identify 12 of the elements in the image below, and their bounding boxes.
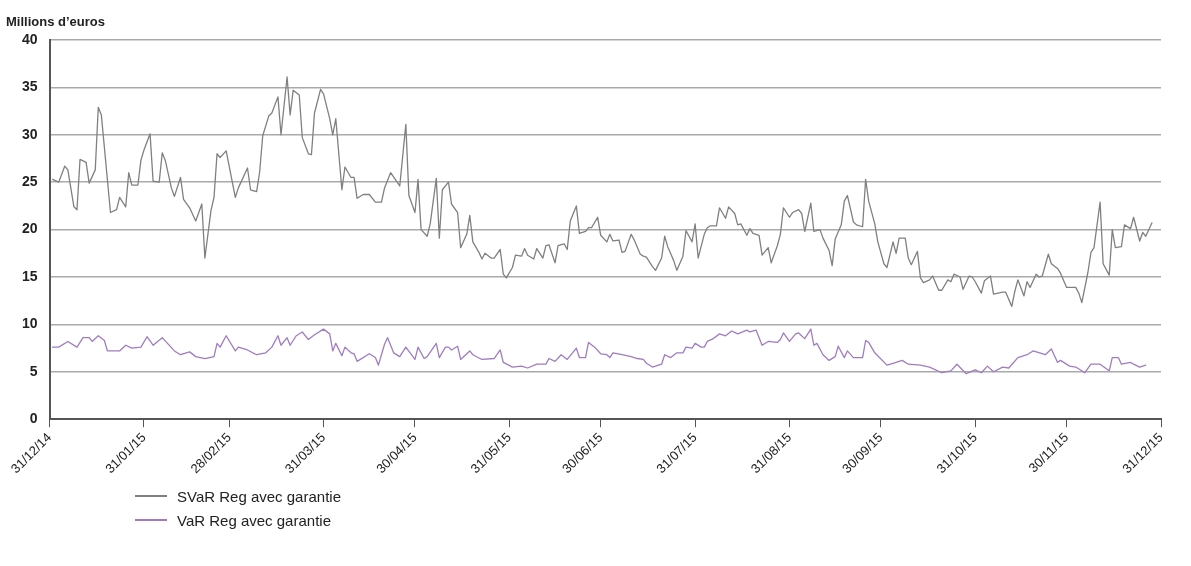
- y-tick-label: 35: [21, 78, 38, 95]
- y-tick-label: 25: [21, 173, 38, 190]
- y-tick-label: 20: [21, 220, 38, 237]
- y-tick-label: 40: [21, 30, 38, 47]
- y-tick-label: 5: [29, 362, 38, 379]
- y-tick-label: 10: [21, 315, 38, 332]
- y-tick-label: 15: [21, 267, 38, 284]
- legend-label: SVaR Reg avec garantie: [177, 487, 341, 505]
- legend-label: VaR Reg avec garantie: [177, 511, 331, 529]
- y-tick-label: 0: [29, 410, 38, 427]
- y-tick-label: 30: [21, 125, 38, 142]
- y-axis-title: Millions d’euros: [6, 14, 105, 29]
